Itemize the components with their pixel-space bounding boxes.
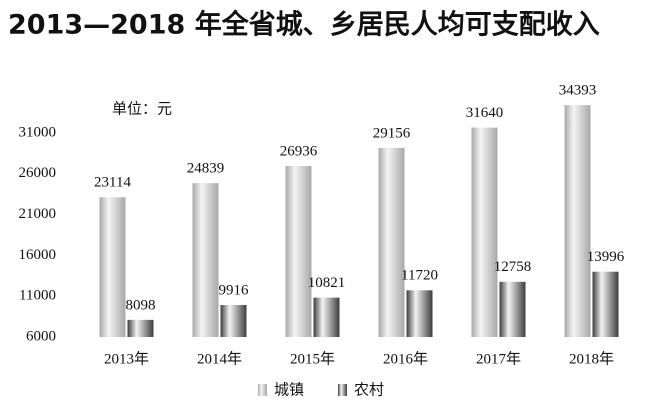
value-label: 9916 xyxy=(219,282,250,298)
y-tick-label: 26000 xyxy=(19,165,57,181)
chart-title: 2013—2018 年全省城、乡居民人均可支配收入 xyxy=(8,9,600,41)
bar xyxy=(564,105,591,337)
x-tick-label: 2016年 xyxy=(383,350,428,367)
bar xyxy=(220,305,247,337)
y-tick-label: 6000 xyxy=(26,328,56,344)
y-tick-label: 31000 xyxy=(19,124,57,140)
value-label: 31640 xyxy=(466,105,504,121)
value-label: 24839 xyxy=(187,161,225,177)
value-label: 8098 xyxy=(126,297,156,313)
bar xyxy=(192,183,219,337)
bar xyxy=(127,319,154,337)
x-tick-label: 2017年 xyxy=(476,350,521,367)
bar xyxy=(406,290,433,337)
x-tick-label: 2015年 xyxy=(290,350,335,367)
x-tick-label: 2018年 xyxy=(569,350,614,367)
bar xyxy=(285,166,312,337)
legend-swatch xyxy=(258,384,267,396)
bar xyxy=(99,197,126,337)
value-label: 26936 xyxy=(280,143,318,159)
legend-swatch xyxy=(338,384,347,396)
value-label: 23114 xyxy=(94,175,131,191)
unit-label: 单位：元 xyxy=(112,100,172,117)
bar xyxy=(499,281,526,337)
y-tick-label: 21000 xyxy=(19,206,57,222)
y-tick-label: 11000 xyxy=(19,288,56,304)
legend-label: 农村 xyxy=(354,381,384,398)
y-tick-label: 16000 xyxy=(19,247,57,263)
value-label: 29156 xyxy=(373,125,411,141)
legend-label: 城镇 xyxy=(274,381,304,398)
bar xyxy=(471,127,498,338)
value-label: 11720 xyxy=(401,268,438,284)
bar xyxy=(313,297,340,337)
value-label: 12758 xyxy=(494,259,532,275)
x-tick-label: 2014年 xyxy=(197,350,242,367)
value-label: 13996 xyxy=(587,249,625,265)
value-label: 10821 xyxy=(308,275,346,291)
x-tick-label: 2013年 xyxy=(104,350,149,367)
value-label: 34393 xyxy=(559,83,597,99)
bar xyxy=(378,147,405,337)
bar xyxy=(592,271,619,337)
